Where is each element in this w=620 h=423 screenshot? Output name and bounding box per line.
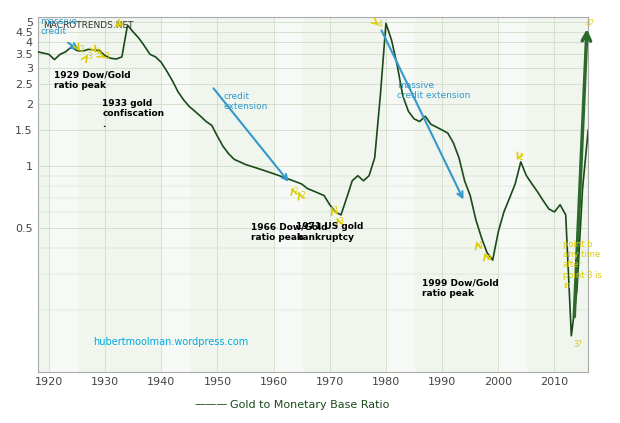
Bar: [386, 17, 414, 372]
Bar: [49, 17, 77, 372]
Text: 2: 2: [294, 187, 299, 196]
Text: 1929 Dow/Gold
ratio peak: 1929 Dow/Gold ratio peak: [55, 71, 131, 90]
Text: massive
credit: massive credit: [40, 16, 78, 36]
Text: massive
credit extension: massive credit extension: [397, 80, 471, 100]
Text: 1: 1: [333, 206, 338, 215]
Text: credit
extension: credit extension: [223, 92, 267, 111]
Text: point b
any time
after
point 3 is
in: point b any time after point 3 is in: [563, 239, 602, 290]
Text: 1966 Dow/Gold
ratio peak: 1966 Dow/Gold ratio peak: [251, 222, 327, 242]
Text: hubertmoolman.wordpress.com: hubertmoolman.wordpress.com: [92, 337, 248, 347]
Text: 1933 gold
confiscation
.: 1933 gold confiscation .: [102, 99, 164, 129]
Text: 4?: 4?: [585, 19, 594, 28]
Text: 3?: 3?: [573, 340, 582, 349]
Text: 4: 4: [117, 21, 122, 30]
Text: 3: 3: [87, 52, 92, 61]
Text: 2: 2: [301, 191, 305, 200]
Text: a: a: [487, 253, 491, 262]
Text: Gold to Monetary Base Ratio: Gold to Monetary Base Ratio: [230, 400, 390, 410]
Bar: [273, 17, 302, 372]
Text: 3: 3: [339, 217, 343, 226]
Text: MACROTRENDS.NET: MACROTRENDS.NET: [43, 21, 134, 30]
Text: b: b: [96, 47, 101, 56]
Bar: [498, 17, 526, 372]
Text: 4: 4: [478, 242, 483, 250]
Text: 3: 3: [104, 52, 109, 61]
Text: 1971 US gold
bankruptcy: 1971 US gold bankruptcy: [296, 222, 363, 242]
Text: ———: ———: [194, 399, 228, 409]
Text: 2: 2: [79, 45, 84, 54]
Text: 1999 Dow/Gold
ratio peak: 1999 Dow/Gold ratio peak: [422, 278, 499, 297]
Text: 4: 4: [378, 20, 383, 29]
Text: 2: 2: [518, 153, 523, 162]
Bar: [161, 17, 189, 372]
